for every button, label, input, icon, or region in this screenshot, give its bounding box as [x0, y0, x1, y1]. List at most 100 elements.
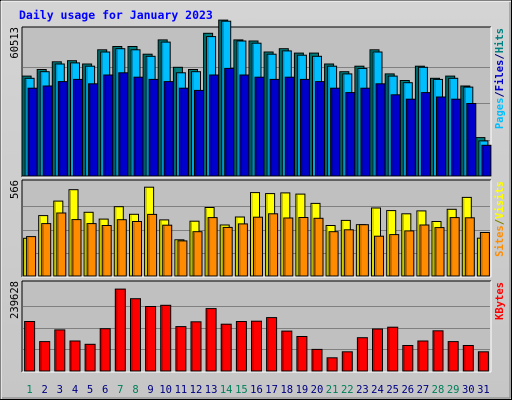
legend-entry: Hits	[494, 28, 506, 53]
bar-pages-day-7	[118, 72, 129, 177]
day-label-8: 8	[132, 384, 138, 396]
bar-sites-day-27	[419, 224, 430, 277]
day-label-7: 7	[117, 384, 123, 396]
bar-kbytes-day-3	[54, 329, 66, 372]
day-label-20: 20	[311, 384, 324, 396]
day-label-6: 6	[102, 384, 108, 396]
bar-kbytes-day-15	[235, 321, 247, 372]
bar-sites-day-28	[434, 227, 445, 277]
panel-kbytes: 239628 KBytes	[9, 280, 506, 373]
day-label-15: 15	[235, 384, 248, 396]
day-label-30: 30	[462, 384, 475, 396]
day-label-31: 31	[477, 384, 490, 396]
bar-kbytes-day-9	[145, 306, 157, 372]
bar-pages-day-9	[148, 78, 159, 177]
bar-sites-day-25	[389, 234, 400, 277]
bar-sites-day-21	[328, 231, 339, 277]
bar-pages-day-18	[284, 76, 295, 177]
bar-kbytes-day-26	[402, 345, 414, 372]
bar-sites-day-14	[222, 226, 233, 277]
bar-kbytes-day-22	[341, 351, 353, 372]
day-label-29: 29	[447, 384, 460, 396]
bar-pages-day-21	[330, 87, 341, 177]
day-label-2: 2	[42, 384, 48, 396]
legend-entry: Visits	[494, 181, 506, 219]
bar-kbytes-day-30	[462, 345, 474, 372]
bar-sites-day-26	[404, 230, 415, 277]
bar-pages-day-17	[269, 78, 280, 177]
bar-pages-day-25	[390, 94, 401, 177]
bar-pages-day-8	[133, 76, 144, 177]
day-label-11: 11	[175, 384, 188, 396]
day-label-4: 4	[72, 384, 78, 396]
day-label-12: 12	[190, 384, 203, 396]
day-label-23: 23	[356, 384, 369, 396]
legend-entry: Files	[494, 60, 506, 92]
legend-entry: /	[494, 219, 506, 225]
day-label-3: 3	[57, 384, 63, 396]
bar-pages-day-26	[405, 98, 416, 177]
bar-pages-day-2	[42, 85, 53, 177]
day-label-28: 28	[432, 384, 445, 396]
bar-sites-day-9	[147, 213, 158, 277]
bar-pages-day-13	[209, 74, 220, 177]
day-label-19: 19	[296, 384, 309, 396]
bar-sites-day-31	[479, 232, 490, 277]
bar-sites-day-19	[298, 217, 309, 277]
series-pages	[27, 67, 492, 177]
day-label-1: 1	[26, 384, 32, 396]
day-label-25: 25	[386, 384, 399, 396]
bar-kbytes-day-21	[326, 357, 338, 372]
bar-pages-day-1	[27, 87, 38, 177]
bar-sites-day-7	[116, 219, 127, 277]
legend-entry: Sites	[494, 225, 506, 257]
day-label-17: 17	[265, 384, 278, 396]
day-label-21: 21	[326, 384, 339, 396]
day-label-27: 27	[417, 384, 430, 396]
bar-sites-day-6	[101, 225, 112, 277]
legend-entry: KBytes	[494, 282, 506, 320]
bar-kbytes-day-1	[24, 321, 36, 372]
bar-pages-day-5	[88, 83, 99, 177]
bar-sites-day-18	[283, 217, 294, 277]
bar-kbytes-day-17	[266, 317, 278, 372]
legend-entry: /	[494, 91, 506, 97]
day-label-13: 13	[205, 384, 218, 396]
day-label-18: 18	[280, 384, 293, 396]
bar-pages-day-28	[436, 96, 446, 177]
bar-sites-day-3	[56, 212, 67, 277]
day-label-26: 26	[401, 384, 414, 396]
y-axis-max-label: 239628	[9, 281, 21, 319]
day-label-24: 24	[371, 384, 384, 396]
bar-pages-day-29	[451, 98, 462, 177]
series-kbytes	[24, 288, 489, 372]
day-label-14: 14	[220, 384, 233, 396]
legend-entry: Pages	[494, 98, 506, 130]
bar-sites-day-24	[374, 235, 384, 277]
bar-pages-day-6	[103, 74, 114, 177]
bar-pages-day-31	[481, 144, 492, 177]
bar-pages-day-15	[239, 74, 250, 177]
bar-pages-day-11	[178, 87, 189, 177]
day-label-10: 10	[159, 384, 172, 396]
bar-sites-day-11	[177, 240, 188, 277]
bar-sites-day-8	[132, 221, 142, 277]
y-axis-max-label: 60513	[9, 27, 21, 59]
bar-sites-day-23	[358, 224, 369, 277]
chart-title: Daily usage for January 2023	[19, 8, 213, 22]
bar-kbytes-day-20	[311, 348, 323, 372]
series-sites	[26, 212, 490, 277]
bar-pages-day-19	[299, 78, 310, 177]
bar-kbytes-day-7	[114, 288, 126, 372]
bar-sites-day-15	[237, 223, 248, 277]
bar-pages-day-20	[315, 81, 325, 177]
bar-kbytes-day-23	[356, 337, 368, 372]
bar-kbytes-day-8	[130, 298, 141, 372]
legend-entry: /	[494, 53, 506, 59]
bar-pages-day-3	[57, 81, 68, 177]
bar-kbytes-day-10	[160, 304, 172, 372]
bar-sites-day-12	[192, 231, 203, 277]
bar-kbytes-day-18	[281, 330, 293, 372]
panel-visits: 566 Sites/Visits	[9, 179, 506, 278]
